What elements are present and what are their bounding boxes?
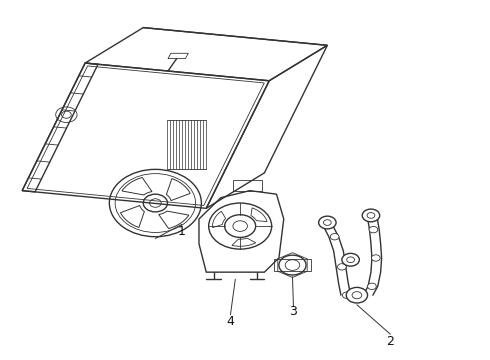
Circle shape (362, 209, 380, 222)
Circle shape (369, 226, 378, 233)
Text: 4: 4 (226, 315, 234, 328)
Circle shape (318, 216, 336, 229)
Circle shape (368, 283, 376, 289)
Text: 3: 3 (290, 305, 297, 318)
Circle shape (346, 287, 368, 303)
Circle shape (342, 253, 359, 266)
Text: 1: 1 (178, 225, 186, 238)
Circle shape (330, 234, 339, 240)
Circle shape (338, 264, 346, 270)
Circle shape (343, 292, 351, 298)
Text: 2: 2 (387, 335, 394, 348)
Circle shape (371, 255, 380, 261)
